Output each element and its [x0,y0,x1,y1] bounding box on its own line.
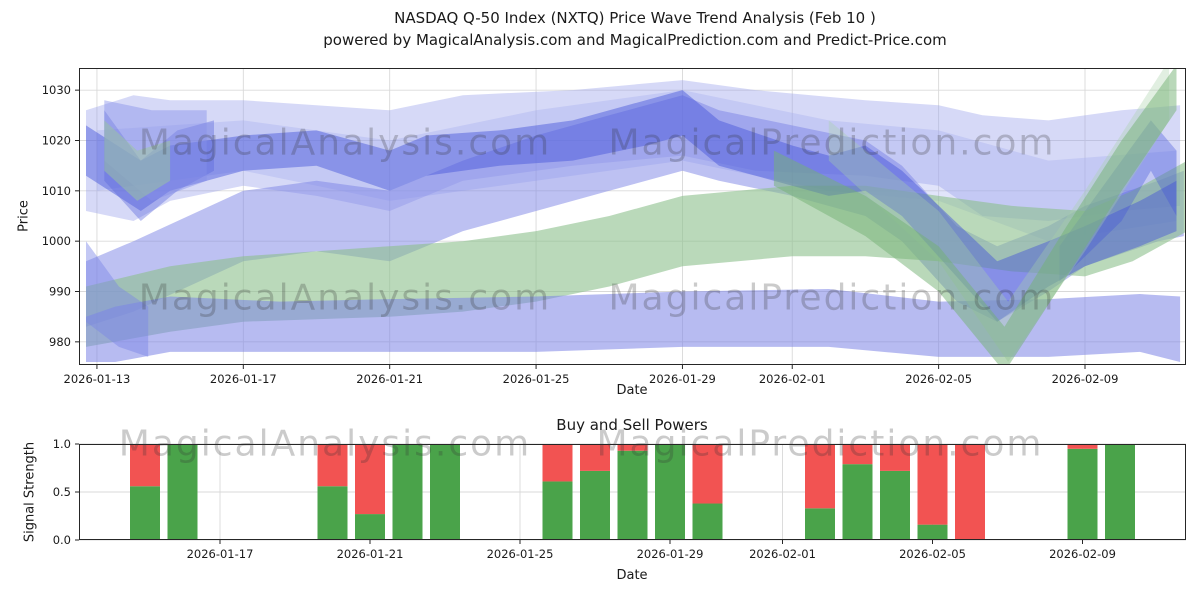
figure-title: NASDAQ Q-50 Index (NXTQ) Price Wave Tren… [394,9,876,27]
bar-sell-segment [542,444,573,482]
x-tick-label: 2026-02-09 [1049,547,1116,561]
bar-buy-segment [617,450,648,540]
bar-sell-segment [917,444,948,525]
tick-labels: 2026-01-13 2026-01-17 2026-01-21 2026-01-25… [42,83,1119,386]
y-tick-label: 1010 [42,184,71,198]
x-tick-label: 2026-01-29 [649,372,716,386]
powers-chart-title: Buy and Sell Powers [556,416,708,434]
bar-buy-segment [880,470,910,540]
band-left-knot-green [104,120,171,201]
bar-buy-segment [355,514,385,540]
x-tick-label: 2026-01-29 [637,547,704,561]
y-tick-label: 1000 [42,234,71,248]
bar-buy-segment [1105,444,1135,540]
x-tick-label: 2026-02-05 [905,372,972,386]
bar-buy-segment [842,464,873,540]
axes-spines [79,444,1186,540]
price-chart: 2026-01-13 2026-01-17 2026-01-21 2026-01-25… [42,68,1186,386]
bar-sell-segment [617,444,648,451]
bar-sell-segment [842,444,873,465]
bar-sell-segment [317,444,348,487]
bar-buy-segment [167,444,198,540]
signal-bars [130,444,1135,540]
bar-sell-segment [805,444,835,509]
bar-sell-segment [1067,444,1098,449]
bar-buy-segment [430,444,460,540]
bar-buy-segment [392,444,423,540]
x-tick-label: 2026-01-17 [187,547,254,561]
band-left-edge-wedge [86,241,149,357]
x-tick-label: 2026-01-21 [356,372,423,386]
bar-buy-segment [805,508,835,540]
tick-labels: 2026-01-17 2026-01-21 2026-01-25 2026-01-29… [53,437,1116,561]
x-tick-label: 2026-01-21 [337,547,404,561]
bar-sell-segment [955,444,985,540]
bar-buy-segment [580,470,610,540]
band-mid-blue-band [86,95,1184,327]
y-tick-label: 0.5 [53,485,71,499]
bar-sell-segment [580,444,610,471]
powers-chart-canvas: 2026-01-17 2026-01-21 2026-01-25 2026-01-29… [53,437,1186,561]
bar-buy-segment [130,486,160,540]
x-tick-label: 2026-01-13 [64,372,131,386]
y-tick-label: 1030 [42,83,71,97]
bar-sell-segment [692,444,723,504]
powers-y-axis-label: Signal Strength [22,441,38,543]
bar-sell-segment [880,444,910,471]
powers-x-axis-label: Date [616,568,648,583]
axes-spines [79,68,1186,365]
price-chart-canvas: 2026-01-13 2026-01-17 2026-01-21 2026-01-25… [42,68,1186,386]
bar-buy-segment [917,524,948,540]
powers-chart: 2026-01-17 2026-01-21 2026-01-25 2026-01-29… [53,437,1186,561]
band-green-v-band [773,68,1177,365]
x-tick-label: 2026-01-25 [487,547,554,561]
x-tick-label: 2026-01-17 [210,372,277,386]
x-tick-label: 2026-02-01 [749,547,816,561]
band-lower-blue-band [86,289,1181,362]
bar-buy-segment [1067,448,1098,540]
y-tick-label: 0.0 [53,533,71,547]
wave-bands [86,68,1186,365]
price-y-axis-label: Price [16,200,32,232]
bar-sell-segment [130,444,160,487]
bar-sell-segment [355,444,385,515]
x-tick-label: 2026-02-09 [1052,372,1119,386]
figure-subtitle: powered by MagicalAnalysis.com and Magic… [323,31,947,49]
bar-buy-segment [317,486,348,540]
bar-buy-segment [542,481,573,540]
x-tick-label: 2026-02-05 [899,547,966,561]
x-tick-label: 2026-02-01 [759,372,826,386]
y-tick-label: 1020 [42,133,71,147]
y-tick-label: 980 [49,335,71,349]
x-tick-label: 2026-01-25 [503,372,570,386]
bar-buy-segment [692,503,723,540]
band-dark-blue-wave [86,90,1177,322]
y-tick-label: 990 [49,285,71,299]
y-tick-label: 1.0 [53,437,71,451]
price-x-axis-label: Date [616,383,648,398]
bar-buy-segment [655,444,685,540]
